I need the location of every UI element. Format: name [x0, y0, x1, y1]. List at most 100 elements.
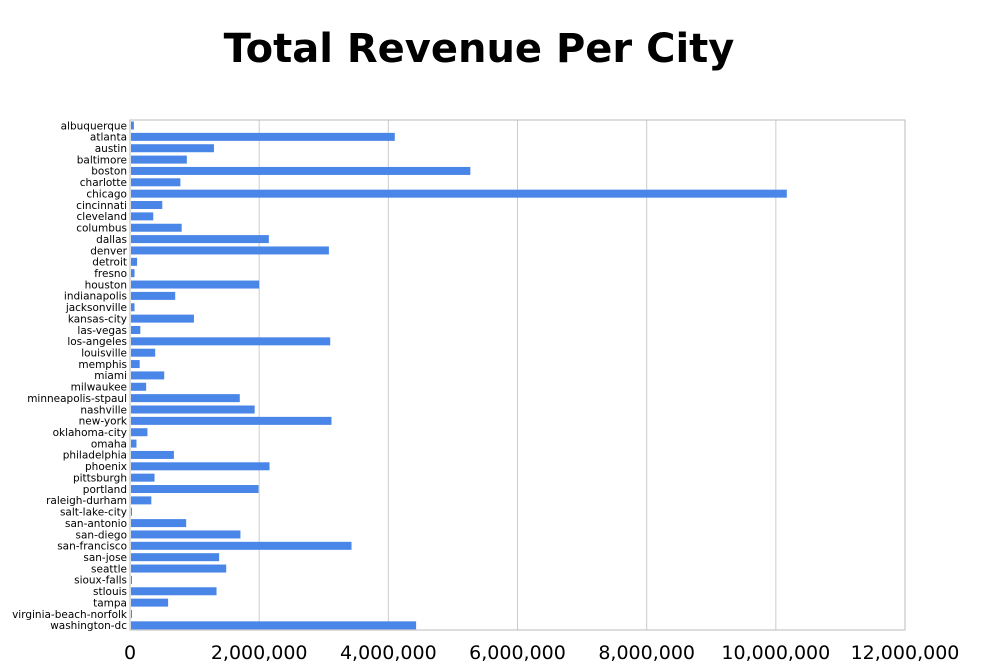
category-labels: albuquerqueatlantaaustinbaltimorebostonc… — [12, 120, 128, 632]
bar-san-jose — [131, 553, 220, 562]
category-label-houston: houston — [85, 279, 127, 291]
category-label-salt-lake-city: salt-lake-city — [60, 507, 127, 519]
category-label-memphis: memphis — [78, 359, 127, 371]
x-tick-label: 2,000,000 — [211, 642, 308, 664]
category-label-detroit: detroit — [92, 257, 127, 269]
x-tick-label: 12,000,000 — [851, 642, 960, 664]
x-tick-label: 6,000,000 — [469, 642, 566, 664]
bar-stlouis — [131, 587, 217, 596]
bar-las-vegas — [131, 325, 141, 334]
bar-san-francisco — [131, 541, 352, 550]
bar-kansas-city — [131, 314, 194, 323]
category-label-sioux-falls: sioux-falls — [74, 575, 127, 587]
bar-austin — [131, 144, 214, 153]
bar-miami — [131, 371, 165, 380]
category-label-omaha: omaha — [91, 438, 127, 450]
category-label-austin: austin — [95, 143, 127, 155]
category-label-chicago: chicago — [86, 188, 127, 200]
bar-tampa — [131, 598, 169, 607]
bar-los-angeles — [131, 337, 331, 346]
category-label-charlotte: charlotte — [80, 177, 127, 189]
bar-san-diego — [131, 530, 241, 539]
bar-columbus — [131, 223, 182, 232]
bar-cincinnati — [131, 201, 163, 210]
bar-houston — [131, 280, 260, 289]
category-label-louisville: louisville — [81, 348, 127, 360]
bar-oklahoma-city — [131, 428, 148, 437]
x-tick-label: 10,000,000 — [721, 642, 830, 664]
bar-minneapolis-stpaul — [131, 394, 240, 403]
category-label-portland: portland — [83, 484, 127, 496]
bar-nashville — [131, 405, 255, 414]
bar-louisville — [131, 348, 156, 357]
bar-atlanta — [131, 132, 395, 141]
bar-washington-dc — [131, 621, 417, 630]
category-label-san-diego: san-diego — [76, 529, 127, 541]
bar-indianapolis — [131, 291, 176, 300]
category-label-atlanta: atlanta — [90, 132, 127, 144]
category-label-las-vegas: las-vegas — [77, 325, 127, 337]
bar-pittsburgh — [131, 473, 155, 482]
category-label-phoenix: phoenix — [85, 461, 127, 473]
bar-charlotte — [131, 178, 181, 187]
category-label-stlouis: stlouis — [93, 586, 127, 598]
bar-philadelphia — [131, 450, 174, 459]
bar-memphis — [131, 360, 140, 369]
bar-salt-lake-city — [131, 507, 132, 516]
category-label-new-york: new-york — [79, 416, 128, 428]
category-label-cleveland: cleveland — [77, 211, 128, 223]
category-label-miami: miami — [94, 370, 127, 382]
category-label-albuquerque: albuquerque — [61, 120, 127, 132]
bar-fresno — [131, 269, 135, 278]
category-label-los-angeles: los-angeles — [67, 336, 127, 348]
bar-raleigh-durham — [131, 496, 152, 505]
x-tick-label: 8,000,000 — [598, 642, 695, 664]
category-label-seattle: seattle — [91, 563, 127, 575]
chart-title: Total Revenue Per City — [223, 26, 735, 72]
bar-virginia-beach-norfolk — [131, 609, 132, 618]
category-label-kansas-city: kansas-city — [68, 313, 127, 325]
category-label-minneapolis-stpaul: minneapolis-stpaul — [27, 393, 127, 405]
bar-denver — [131, 246, 329, 255]
bar-jacksonville — [131, 303, 135, 312]
category-label-columbus: columbus — [76, 223, 127, 235]
category-label-jacksonville: jacksonville — [65, 302, 127, 314]
bar-phoenix — [131, 462, 270, 471]
plot-area-frame — [129, 119, 906, 631]
category-label-boston: boston — [91, 166, 127, 178]
bar-san-antonio — [131, 519, 187, 528]
bar-sioux-falls — [131, 575, 132, 584]
category-label-san-antonio: san-antonio — [65, 518, 127, 530]
category-label-tampa: tampa — [93, 597, 127, 609]
category-label-cincinnati: cincinnati — [76, 200, 127, 212]
bar-omaha — [131, 439, 137, 448]
bars — [131, 121, 787, 630]
bar-cleveland — [131, 212, 154, 221]
bar-portland — [131, 485, 259, 494]
x-tick-label: 4,000,000 — [340, 642, 437, 664]
category-label-nashville: nashville — [80, 404, 127, 416]
category-label-san-francisco: san-francisco — [57, 541, 127, 553]
bar-baltimore — [131, 155, 187, 164]
category-label-raleigh-durham: raleigh-durham — [46, 495, 127, 507]
bar-albuquerque — [131, 121, 134, 130]
bar-seattle — [131, 564, 227, 573]
bar-new-york — [131, 416, 332, 425]
category-label-oklahoma-city: oklahoma-city — [53, 427, 127, 439]
category-label-denver: denver — [90, 245, 127, 257]
category-label-indianapolis: indianapolis — [64, 291, 127, 303]
bar-detroit — [131, 257, 138, 266]
category-label-fresno: fresno — [94, 268, 127, 280]
x-tick-label: 0 — [124, 642, 136, 664]
bar-chicago — [131, 189, 787, 198]
category-label-pittsburgh: pittsburgh — [73, 472, 127, 484]
category-label-milwaukee: milwaukee — [71, 382, 127, 394]
category-label-san-jose: san-jose — [83, 552, 127, 564]
category-label-virginia-beach-norfolk: virginia-beach-norfolk — [12, 609, 128, 621]
category-label-dallas: dallas — [96, 234, 127, 246]
x-axis-tick-labels: 0 2,000,000 4,000,000 6,000,000 8,000,000 10,… — [124, 642, 959, 664]
bar-dallas — [131, 235, 269, 244]
category-label-washington-dc: washington-dc — [50, 620, 127, 632]
bar-boston — [131, 166, 471, 175]
